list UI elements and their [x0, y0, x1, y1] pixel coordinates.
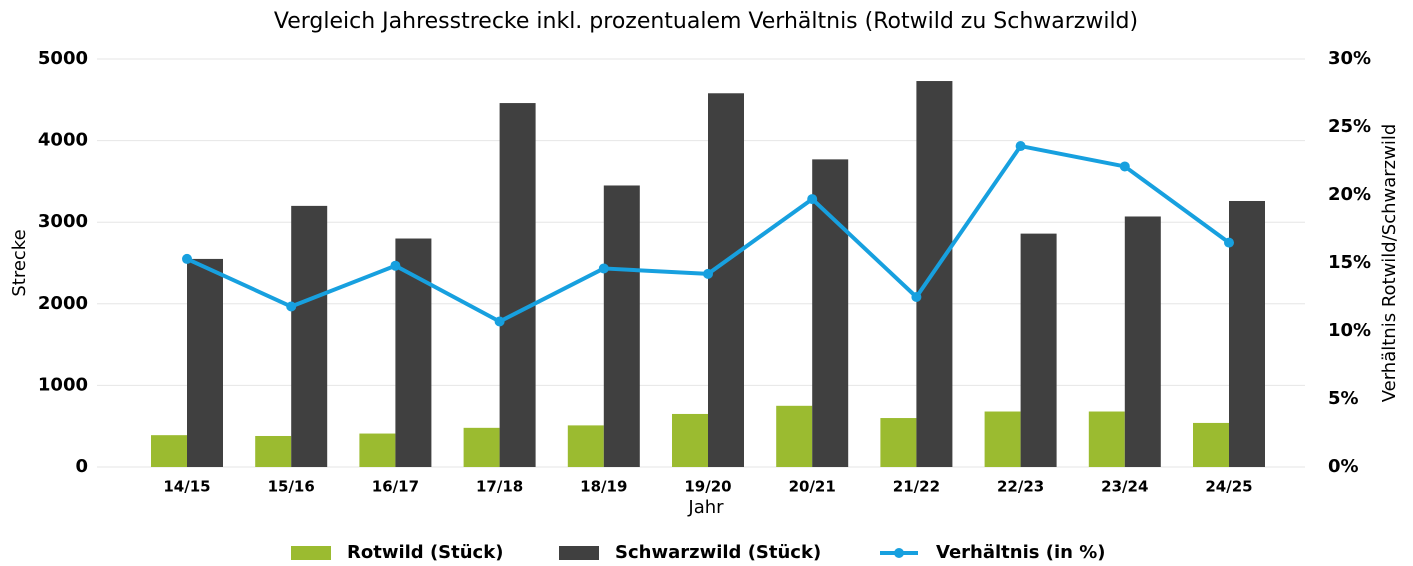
y2-tick-label: 0% [1328, 456, 1359, 477]
y2-tick-label: 25% [1328, 116, 1371, 137]
bar [1124, 216, 1161, 467]
line-point [1119, 161, 1130, 172]
line-point [1015, 141, 1026, 152]
bar [1020, 233, 1057, 467]
x-tick-label: 22/23 [997, 478, 1044, 496]
bar [1229, 200, 1265, 467]
line-point [598, 263, 609, 274]
y2-axis-label: Verhältnis Rotwild/Schwarzwild [1379, 124, 1400, 403]
x-tick-label: 15/16 [268, 478, 315, 496]
bar [1193, 422, 1229, 467]
y-tick-label: 0 [75, 456, 88, 477]
bar [255, 435, 292, 467]
bar [395, 238, 432, 467]
bar [880, 418, 917, 467]
x-tick-label: 17/18 [476, 478, 523, 496]
bar [603, 185, 640, 468]
line-point [807, 194, 818, 205]
y2-tick-label: 15% [1328, 252, 1371, 273]
y-tick-label: 4000 [38, 130, 88, 151]
y-axis-label: Strecke [9, 229, 30, 296]
y2-tick-label: 30% [1328, 48, 1371, 69]
y-tick-label: 5000 [38, 48, 88, 69]
bar [776, 405, 813, 467]
bar [499, 103, 536, 468]
legend-swatch [559, 546, 599, 560]
bar [708, 93, 744, 467]
x-tick-label: 16/17 [372, 478, 419, 496]
x-tick-label: 20/21 [789, 478, 836, 496]
y-tick-label: 3000 [38, 211, 88, 232]
legend-label: Schwarzwild (Stück) [615, 542, 821, 563]
bar [359, 433, 396, 467]
x-axis-label: Jahr [687, 497, 724, 518]
bar [812, 159, 849, 468]
bar [984, 411, 1021, 467]
bar [463, 427, 500, 467]
chart-title: Vergleich Jahresstrecke inkl. prozentual… [274, 9, 1138, 34]
y-tick-label: 2000 [38, 293, 88, 314]
x-tick-label: 19/20 [684, 478, 731, 496]
legend-swatch [291, 546, 331, 560]
bar [567, 425, 604, 467]
x-tick-label: 21/22 [893, 478, 940, 496]
x-tick-label: 23/24 [1101, 478, 1148, 496]
bar [151, 435, 187, 467]
y2-tick-label: 5% [1328, 388, 1359, 409]
line-point [390, 260, 401, 271]
legend-label: Verhältnis (in %) [936, 542, 1105, 563]
line-point [1224, 237, 1234, 248]
bar [1088, 411, 1125, 467]
x-tick-label: 18/19 [580, 478, 627, 496]
line-point [703, 268, 713, 279]
bar [187, 258, 223, 467]
legend-swatch-marker [894, 548, 904, 558]
line-point [911, 292, 922, 302]
legend-label: Rotwild (Stück) [347, 542, 503, 563]
y2-tick-label: 20% [1328, 184, 1371, 205]
x-tick-label: 14/15 [163, 478, 210, 496]
bar [291, 205, 328, 467]
line-point [182, 253, 192, 264]
line-point [286, 301, 297, 312]
x-tick-label: 24/25 [1205, 478, 1252, 496]
y-tick-label: 1000 [38, 374, 88, 395]
bar [672, 413, 708, 467]
y2-tick-label: 10% [1328, 320, 1371, 341]
line-point [494, 316, 505, 327]
